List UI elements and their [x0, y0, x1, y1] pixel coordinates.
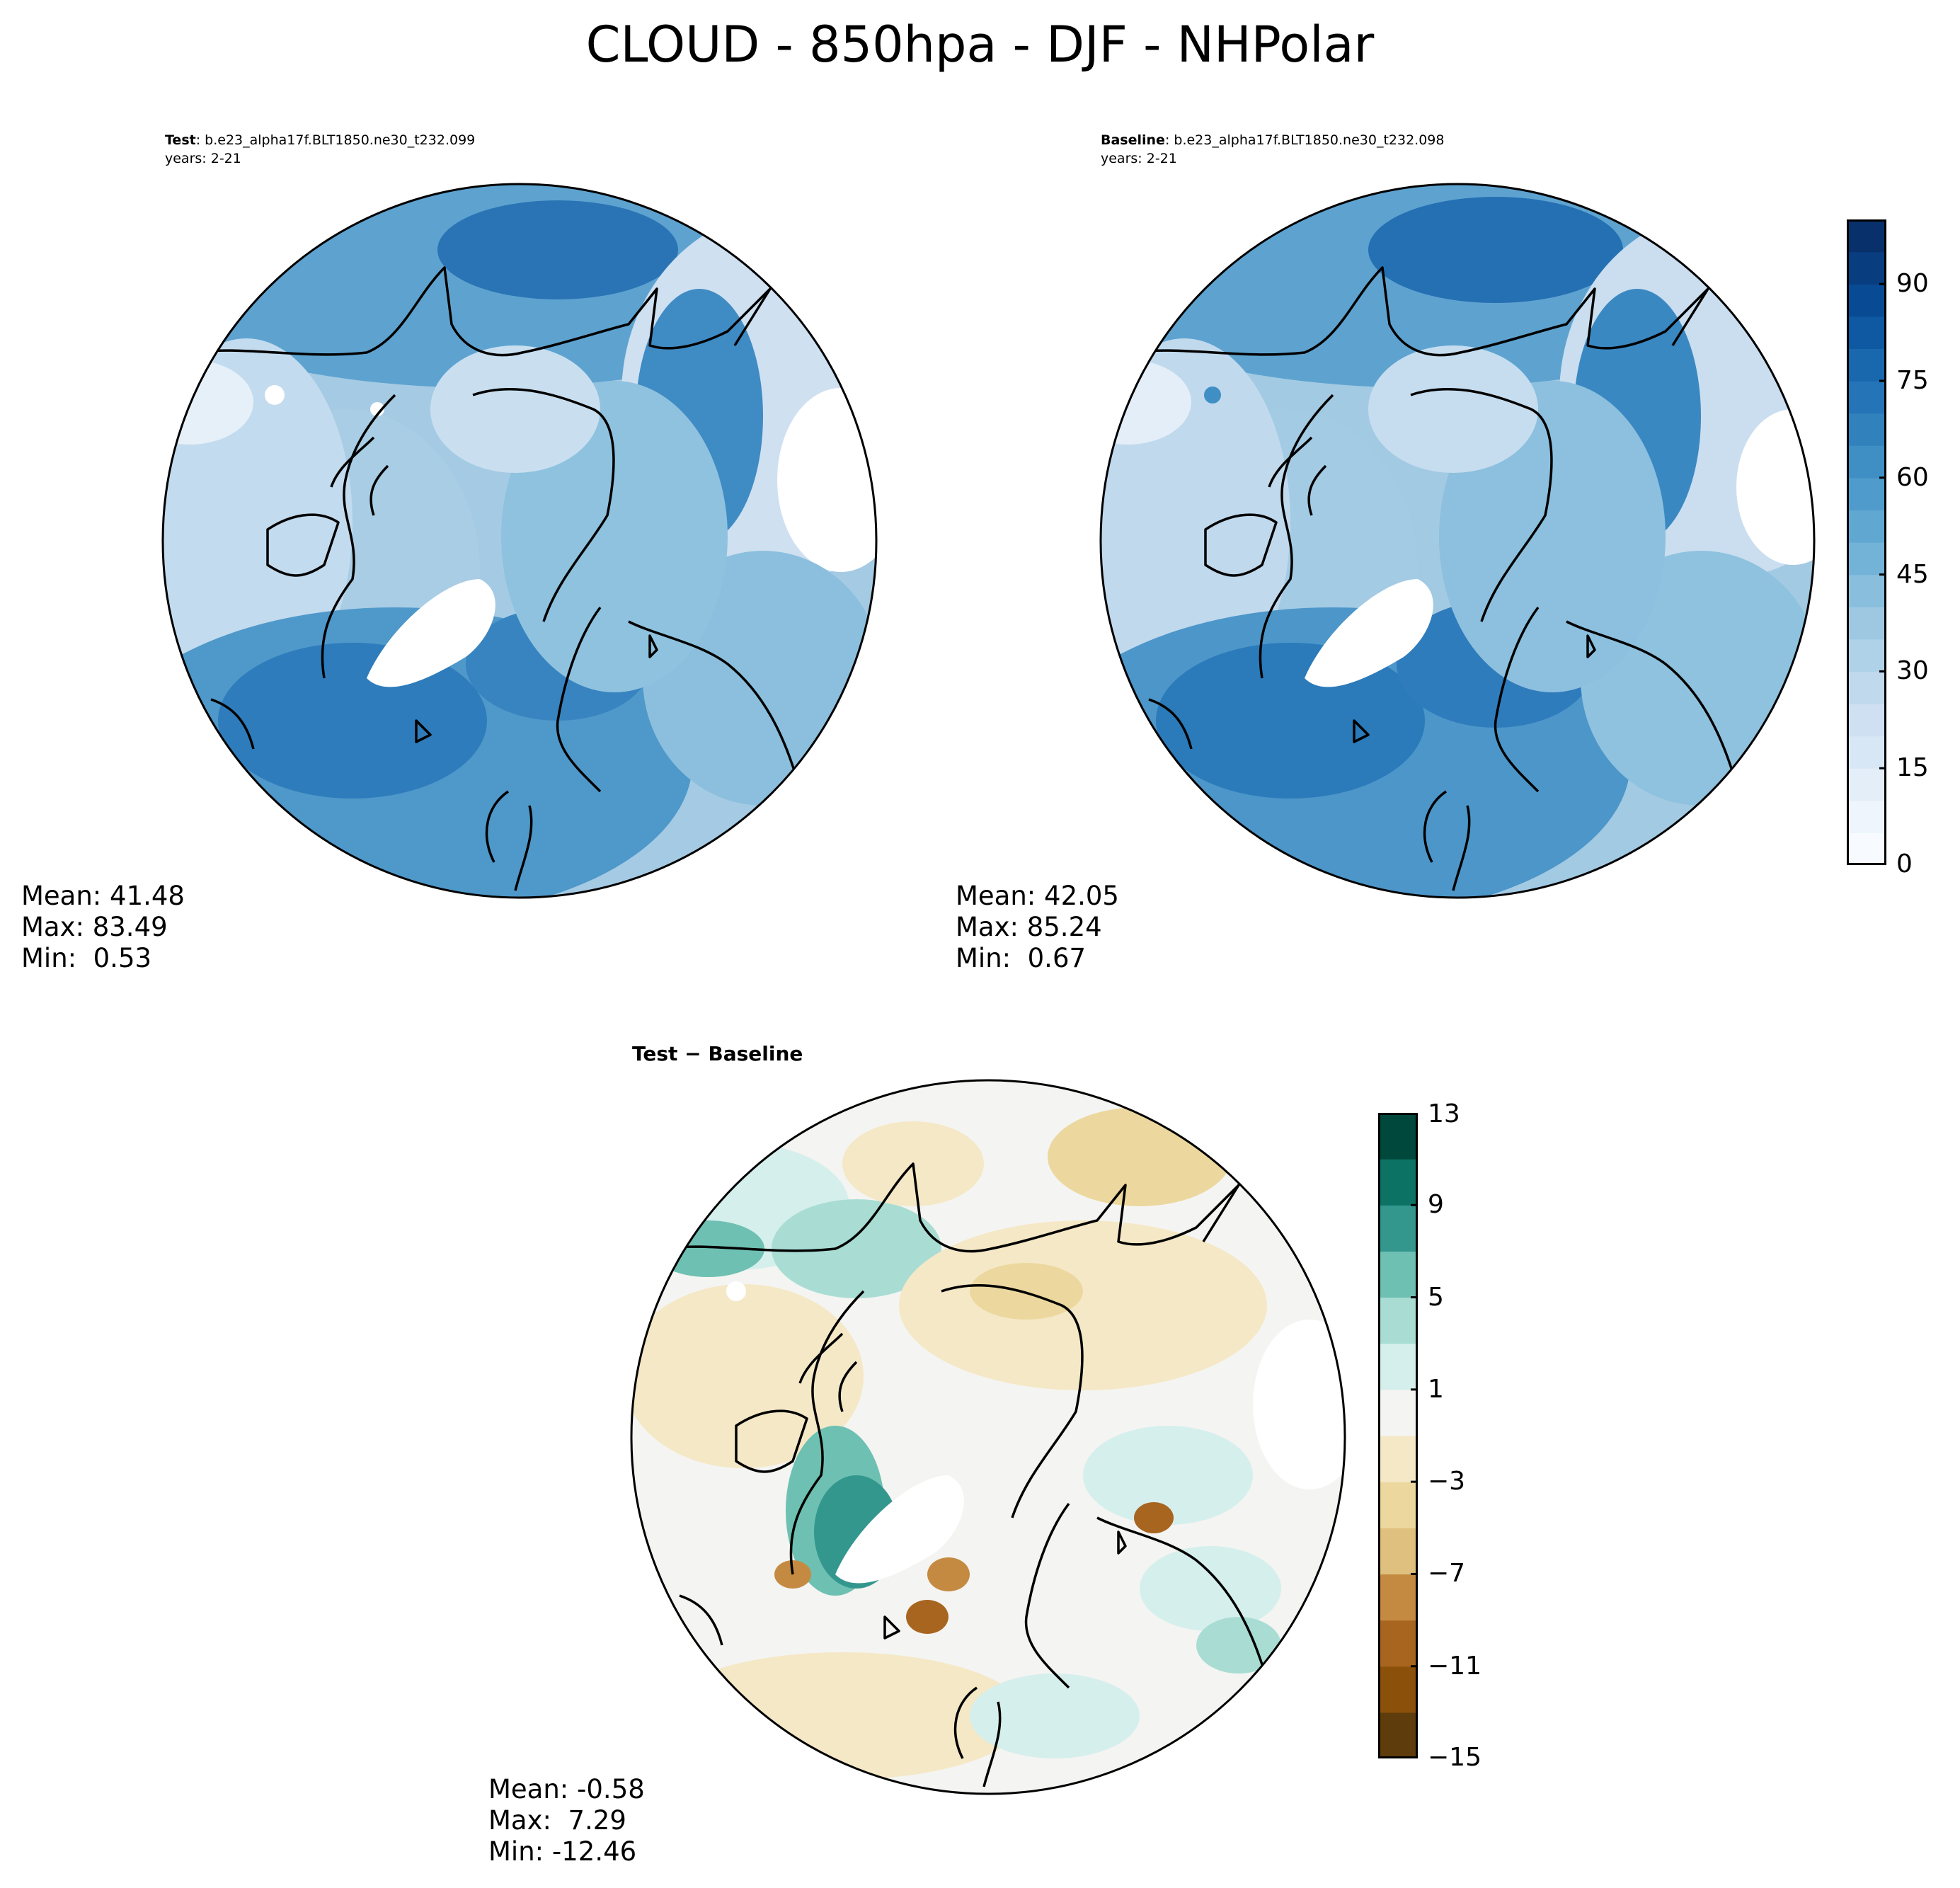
cloud-colorbar-tickmarks	[1879, 282, 1886, 865]
cloud-colorbar-tick-label: 15	[1896, 753, 1929, 783]
diff-colorbar-level-8	[1378, 1343, 1418, 1390]
cloud-colorbar-level-12	[1847, 445, 1886, 479]
baseline-case-name: : b.e23_alpha17f.BLT1850.ne30_t232.098	[1164, 132, 1445, 148]
diff-field	[631, 1080, 1345, 1794]
cloud-colorbar-level-9	[1847, 542, 1886, 576]
cloud-colorbar-level-14	[1847, 381, 1886, 414]
cloud-colorbar-tick-label: 75	[1896, 366, 1929, 395]
baseline-label: Baseline	[1101, 132, 1165, 148]
diff-colorbar-level-9	[1378, 1297, 1418, 1344]
cloud-colorbar-level-6	[1847, 639, 1886, 672]
baseline-coastlines	[1127, 266, 1738, 891]
cloud-colorbar-level-1	[1847, 800, 1886, 833]
test-max: Max: 83.49	[21, 912, 168, 942]
diff-colorbar-tick-label: 5	[1428, 1282, 1444, 1312]
cloud-colorbar-level-13	[1847, 413, 1886, 446]
diff-colorbar-level-6	[1378, 1436, 1418, 1482]
figure-title: CLOUD - 850hpa - DJF - NHPolar	[585, 16, 1375, 74]
diff-coastlines	[658, 1162, 1268, 1787]
test-stats: Mean: 41.48 Max: 83.49 Min: 0.53	[21, 881, 185, 974]
diff-colorbar-tick-label: −11	[1428, 1651, 1482, 1681]
diff-colorbar-tick-label: −15	[1428, 1742, 1482, 1772]
diff-mean: Mean: -0.58	[488, 1774, 645, 1804]
cloud-colorbar-level-3	[1847, 736, 1886, 769]
diff-colorbar-level-13	[1378, 1113, 1418, 1160]
baseline-years: years: 2-21	[1101, 151, 1177, 166]
diff-colorbar-tick-label: 9	[1428, 1190, 1444, 1220]
diff-colorbar-level-2	[1378, 1620, 1418, 1667]
test-map-boundary	[161, 183, 878, 899]
cloud-colorbar-level-8	[1847, 574, 1886, 607]
cloud-colorbar-level-4	[1847, 704, 1886, 737]
cloud-colorbar-level-2	[1847, 768, 1886, 801]
diff-colorbar-level-1	[1378, 1666, 1418, 1713]
baseline-stats: Mean: 42.05 Max: 85.24 Min: 0.67	[956, 881, 1119, 974]
diff-colorbar-tickmarks	[1411, 1113, 1418, 1758]
cloud-colorbar-level-16	[1847, 316, 1886, 349]
cloud-colorbar-level-15	[1847, 348, 1886, 382]
test-min: Min: 0.53	[21, 943, 152, 973]
diff-panel-header: Test − Baseline	[632, 1042, 803, 1065]
diff-stats: Mean: -0.58 Max: 7.29 Min: -12.46	[488, 1774, 645, 1867]
diff-colorbar-level-0	[1378, 1712, 1418, 1758]
cloud-colorbar-tick-label: 45	[1896, 559, 1929, 589]
baseline-max: Max: 85.24	[956, 912, 1102, 942]
diff-colorbar-level-11	[1378, 1205, 1418, 1252]
diff-colorbar-level-10	[1378, 1251, 1418, 1298]
cloud-colorbar-level-17	[1847, 284, 1886, 317]
diff-min: Min: -12.46	[488, 1836, 637, 1867]
baseline-map-boundary	[1099, 183, 1816, 899]
cloud-colorbar-level-11	[1847, 477, 1886, 510]
cloud-colorbar-level-10	[1847, 510, 1886, 543]
cloud-colorbar-frame	[1847, 219, 1886, 865]
baseline-polar-map	[1099, 183, 1816, 899]
cloud-colorbar-levels	[1847, 219, 1886, 865]
cloud-colorbar-level-7	[1847, 607, 1886, 640]
diff-polar-map	[630, 1079, 1346, 1795]
cloud-colorbar-tick-label: 60	[1896, 462, 1929, 492]
diff-colorbar-level-7	[1378, 1389, 1418, 1436]
diff-colorbar-level-5	[1378, 1482, 1418, 1528]
test-polar-map	[161, 183, 878, 899]
cloud-colorbar-level-18	[1847, 251, 1886, 285]
cloud-colorbar-tick-label: 90	[1896, 269, 1929, 299]
diff-colorbar-level-3	[1378, 1574, 1418, 1621]
cloud-colorbar-level-19	[1847, 219, 1886, 253]
cloud-colorbar	[1847, 219, 1886, 865]
baseline-panel-header: Baseline: b.e23_alpha17f.BLT1850.ne30_t2…	[1101, 132, 1444, 149]
diff-colorbar-level-12	[1378, 1159, 1418, 1206]
diff-colorbar	[1378, 1113, 1418, 1758]
test-years: years: 2-21	[165, 151, 241, 166]
test-case-name: : b.e23_alpha17f.BLT1850.ne30_t232.099	[195, 132, 476, 148]
cloud-colorbar-level-0	[1847, 833, 1886, 865]
baseline-min: Min: 0.67	[956, 943, 1087, 973]
diff-colorbar-levels	[1378, 1113, 1418, 1758]
diff-colorbar-tick-label: −3	[1428, 1467, 1466, 1497]
diff-colorbar-level-4	[1378, 1528, 1418, 1575]
test-coastlines	[189, 266, 800, 891]
diff-colorbar-tick-label: 1	[1428, 1374, 1444, 1404]
test-panel-header: Test: b.e23_alpha17f.BLT1850.ne30_t232.0…	[165, 132, 475, 149]
diff-max: Max: 7.29	[488, 1805, 626, 1836]
diff-colorbar-tick-label: −7	[1428, 1559, 1466, 1589]
cloud-colorbar-level-5	[1847, 671, 1886, 704]
diff-colorbar-frame	[1378, 1113, 1418, 1758]
baseline-mean: Mean: 42.05	[956, 881, 1119, 911]
diff-colorbar-tick-label: 13	[1428, 1099, 1460, 1128]
test-label: Test	[165, 132, 196, 148]
cloud-colorbar-tick-label: 0	[1896, 849, 1913, 879]
cloud-colorbar-tick-label: 30	[1896, 656, 1929, 686]
test-mean: Mean: 41.48	[21, 881, 185, 911]
diff-map-boundary	[630, 1079, 1346, 1795]
